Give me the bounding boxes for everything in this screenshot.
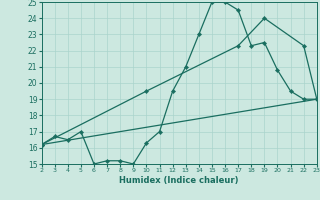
X-axis label: Humidex (Indice chaleur): Humidex (Indice chaleur): [119, 176, 239, 185]
